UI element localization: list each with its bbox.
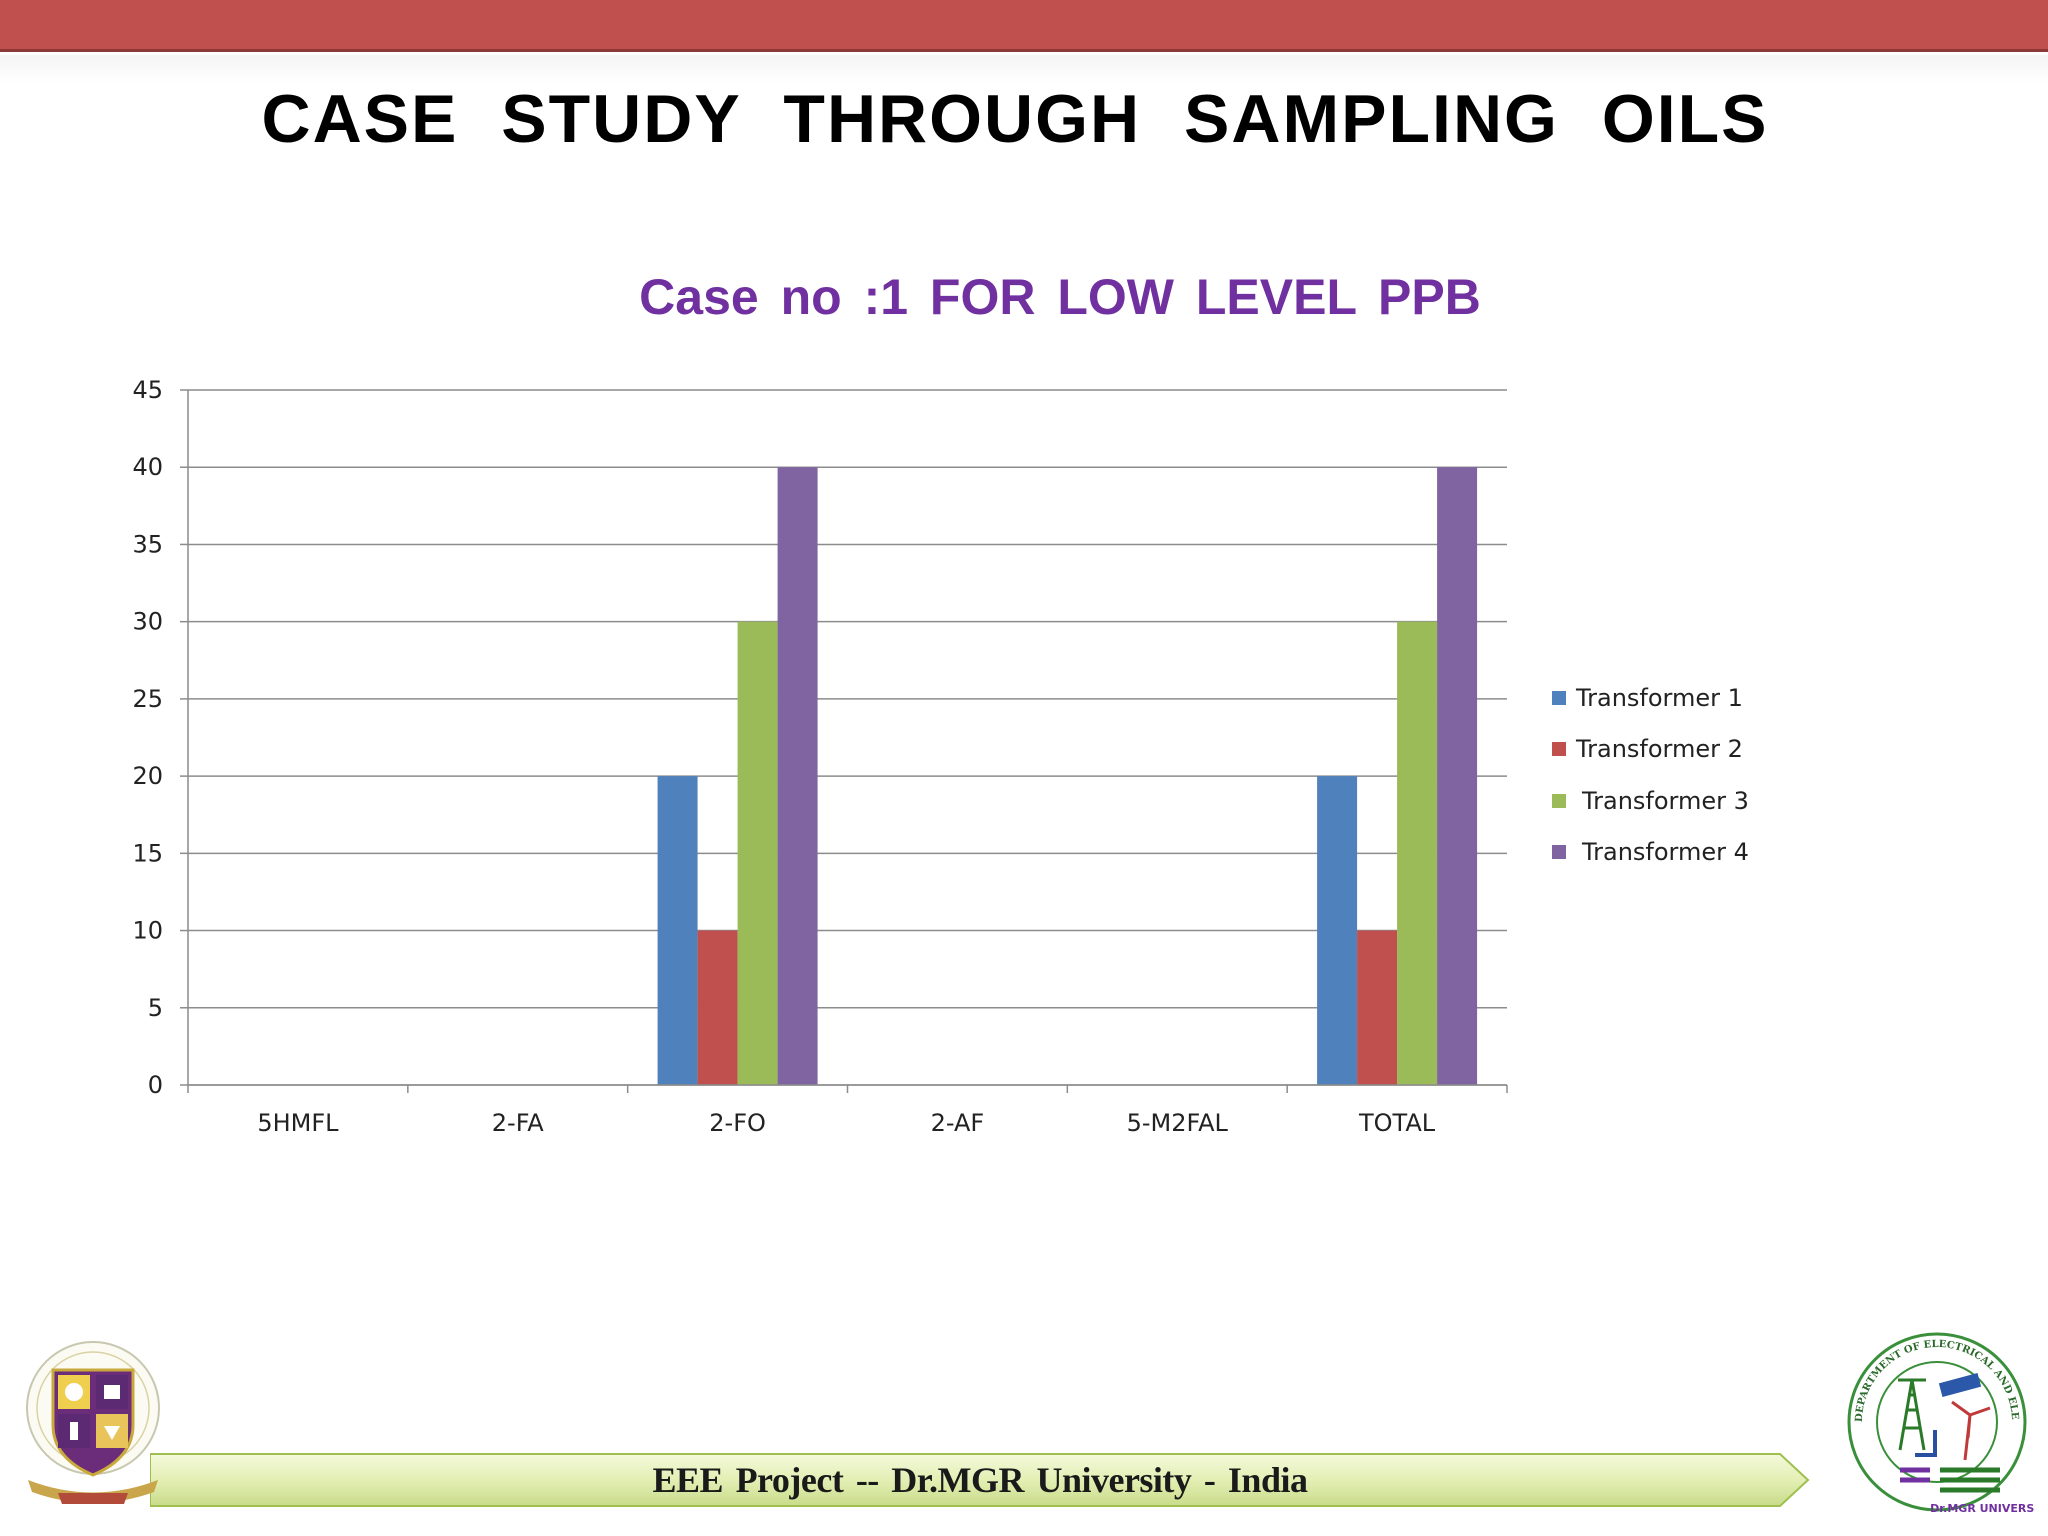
legend-label: Transformer 1 <box>1576 683 1743 712</box>
bar <box>777 467 818 1085</box>
axes <box>180 389 1508 1093</box>
bar <box>697 930 738 1085</box>
legend-swatch <box>1552 742 1566 757</box>
x-tick-label: TOTAL <box>1358 1109 1436 1137</box>
y-tick-label: 30 <box>132 608 163 636</box>
y-tick-label: 0 <box>148 1071 163 1099</box>
bar <box>1317 776 1358 1085</box>
x-tick-label: 2-AF <box>931 1109 985 1137</box>
legend-swatch <box>1552 793 1566 808</box>
department-eee-logo: DEPARTMENT OF ELECTRICAL AND ELECTRONICS… <box>1840 1330 2035 1515</box>
chart-title: Case no :1 FOR LOW LEVEL PPB <box>639 269 1481 325</box>
bar-chart: 0 5 10 15 20 25 30 35 40 45 5HMFL 2-FA 2-FO 2-AF 5-M2F… <box>132 376 1508 1137</box>
legend-item: Transformer 4 <box>1552 827 1792 879</box>
slide-title: CASE STUDY THROUGH SAMPLING OILS <box>261 81 1769 157</box>
bar <box>1437 467 1478 1085</box>
footer-banner <box>150 1453 1810 1507</box>
x-tick-label: 5HMFL <box>257 1109 339 1137</box>
top-bar-shadow <box>0 55 2048 83</box>
legend-label: Transformer 3 <box>1582 786 1749 815</box>
legend-swatch <box>1552 690 1566 705</box>
bar <box>737 621 778 1085</box>
footer-text: EEE Project -- Dr.MGR University - India <box>652 1460 1308 1500</box>
y-tick-label: 15 <box>132 839 163 867</box>
top-bar <box>0 0 2048 52</box>
y-tick-label: 10 <box>132 917 163 945</box>
y-tick-label: 25 <box>132 685 163 713</box>
y-tick-label: 5 <box>148 994 163 1022</box>
university-seal-logo <box>26 1341 160 1504</box>
bars <box>657 467 1478 1085</box>
x-tick-label: 2-FO <box>709 1109 766 1137</box>
x-tick-label: 2-FA <box>492 1109 545 1137</box>
legend-label: Transformer 4 <box>1582 838 1749 867</box>
university-name-text: Dr.MGR UNIVERSITY <box>1930 1502 2035 1515</box>
bar <box>1397 621 1438 1085</box>
tick-labels: 0 5 10 15 20 25 30 35 40 45 5HMFL 2-FA 2-FO 2-AF 5-M2F… <box>132 376 1435 1137</box>
legend-item: Transformer 2 <box>1552 724 1792 776</box>
grid-lines <box>188 389 1507 1086</box>
y-tick-label: 20 <box>132 762 163 790</box>
x-tick-label: 5-M2FAL <box>1127 1109 1229 1137</box>
chart-legend: Transformer 1 Transformer 2 Transformer 3 T… <box>1552 672 1792 878</box>
y-tick-label: 45 <box>132 376 163 404</box>
y-tick-label: 35 <box>132 530 163 558</box>
legend-item: Transformer 3 <box>1552 775 1792 827</box>
legend-swatch <box>1552 845 1566 860</box>
bar <box>1357 930 1398 1085</box>
legend-label: Transformer 2 <box>1576 735 1743 764</box>
y-tick-label: 40 <box>132 453 163 481</box>
legend-item: Transformer 1 <box>1552 672 1792 724</box>
bar <box>657 776 698 1085</box>
